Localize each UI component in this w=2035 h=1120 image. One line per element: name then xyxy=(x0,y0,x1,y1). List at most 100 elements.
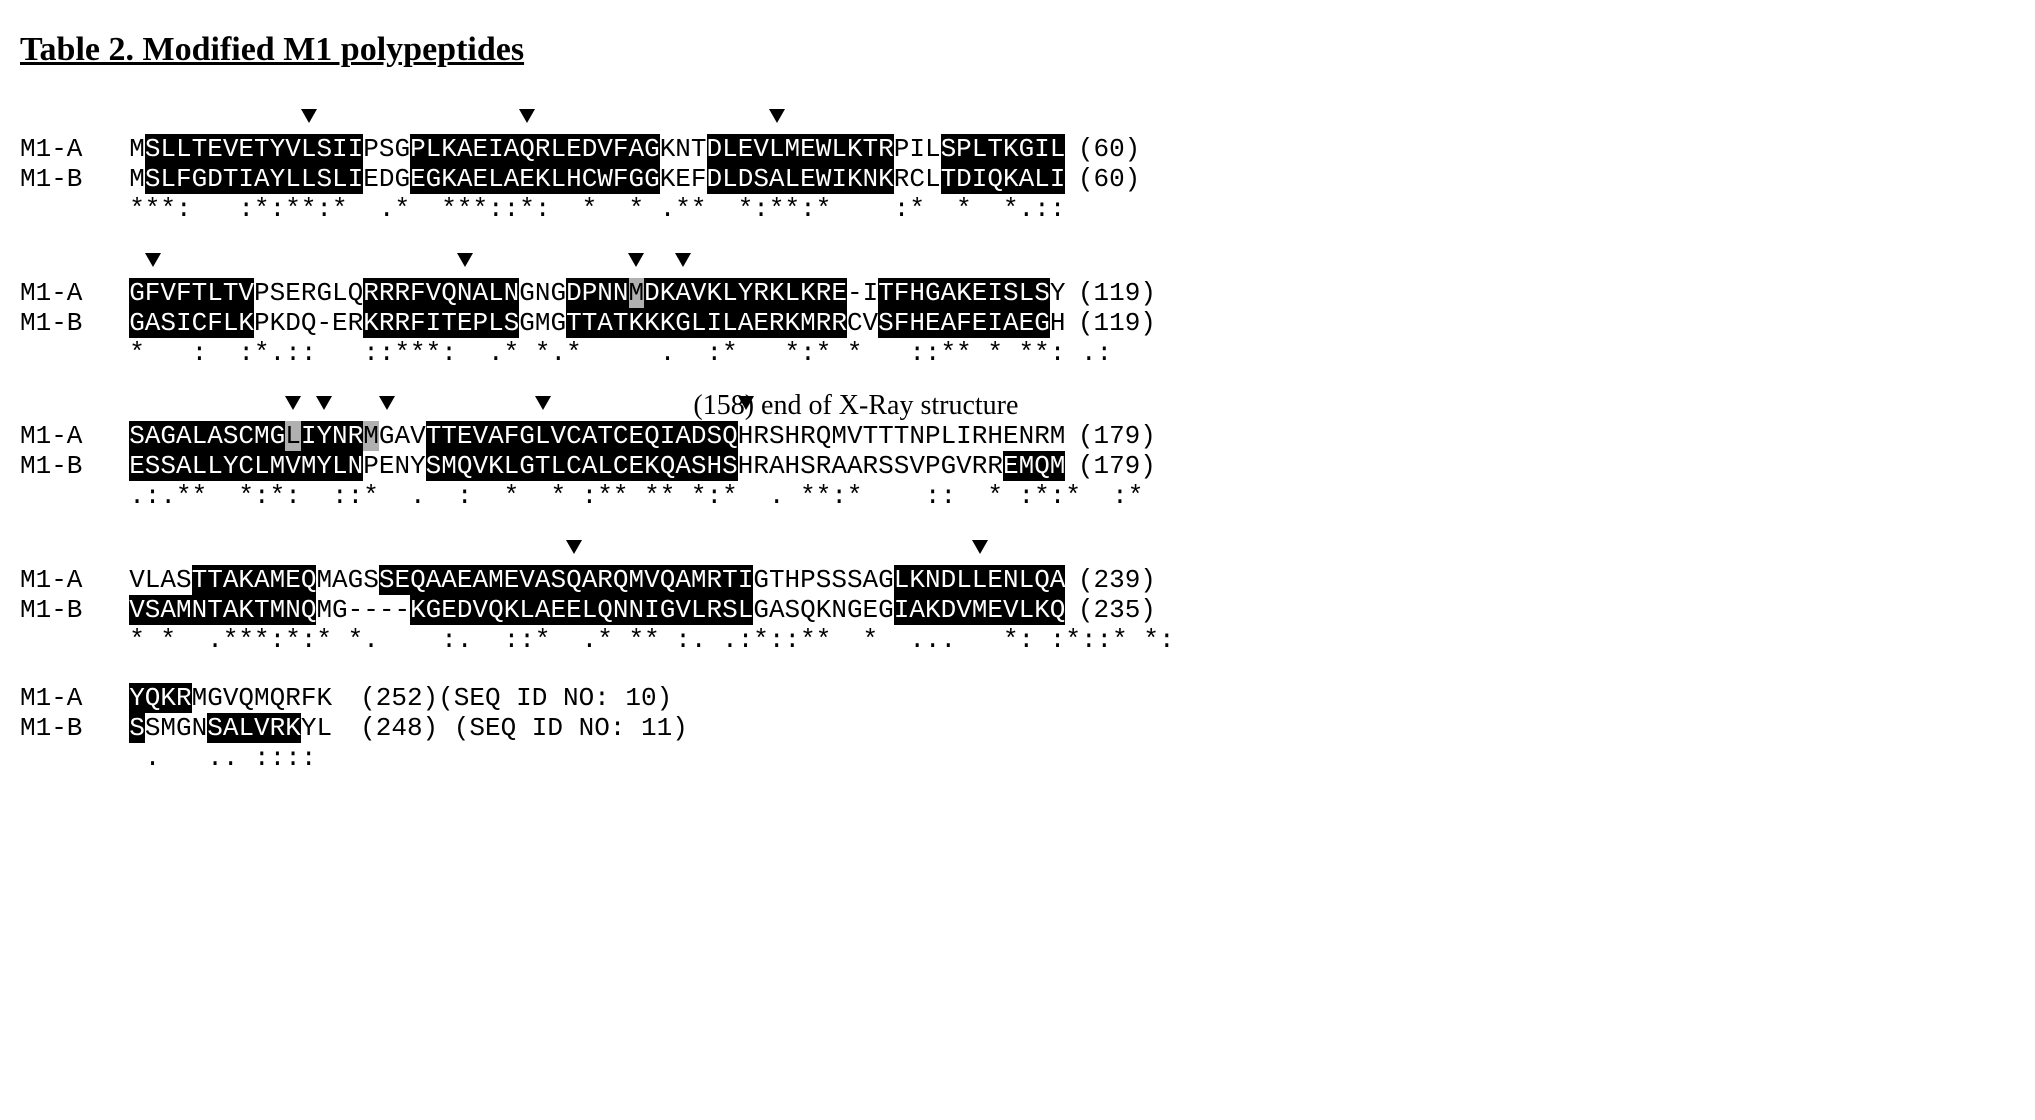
marker-triangle-icon xyxy=(145,253,161,267)
marker-triangle-icon xyxy=(316,396,332,410)
marker-annotation: (158) end of X-Ray structure xyxy=(693,390,1018,422)
sequence-end-position: (60) xyxy=(1078,135,1140,165)
consensus-text: . .. :::: xyxy=(129,744,316,774)
sequence-segment: SEQAAEAMEVASQARQMVQAMRTI xyxy=(379,565,753,595)
marker-row xyxy=(20,540,2015,566)
marker-triangle-icon xyxy=(535,396,551,410)
sequence-segment: DLDSALEWIKNK xyxy=(707,164,894,194)
sequence-end-position: (239) xyxy=(1078,566,1156,596)
sequence-segment: SLFGDTIAYLLSLI xyxy=(145,164,363,194)
sequence-segment: YL xyxy=(301,713,332,743)
sequence-segment: LKNDLLENLQA xyxy=(894,565,1066,595)
sequence-segment: SFHEAFEIAEG xyxy=(878,308,1050,338)
sequence-segment: IYNR xyxy=(301,421,363,451)
sequence-end-position: (248) (SEQ ID NO: 11) xyxy=(345,714,688,744)
sequence-segment: GTHPSSSAG xyxy=(753,565,893,595)
sequence-segment: Y xyxy=(1050,278,1066,308)
consensus-text: ***: :*:**:* .* ***::*: * * .** *:**:* :… xyxy=(129,195,1065,225)
consensus-row: ***: :*:**:* .* ***::*: * * .** *:**:* :… xyxy=(20,195,2015,225)
marker-row xyxy=(20,109,2015,135)
marker-triangle-icon xyxy=(519,109,535,123)
sequence-label: M1-A xyxy=(20,566,129,596)
consensus-text: * : :*.:: ::***: .* *.* . :* *:* * ::** … xyxy=(129,339,1112,369)
sequence-segment: GAV xyxy=(379,421,426,451)
sequence-row: M1-AGFVFTLTVPSERGLQRRRFVQNALNGNGDPNNMDKA… xyxy=(20,279,2015,309)
table-title: Table 2. Modified M1 polypeptides xyxy=(20,30,2015,69)
alignment-block: M1-AVLASTTAKAMEQMAGSSEQAAEAMEVASQARQMVQA… xyxy=(20,540,2015,656)
sequence-row: M1-BMSLFGDTIAYLLSLIEDGEGKAELAEKLHCWFGGKE… xyxy=(20,165,2015,195)
sequence-segment: SMGN xyxy=(145,713,207,743)
sequence-segment: DPNN xyxy=(566,278,628,308)
marker-row xyxy=(20,253,2015,279)
marker-triangle-icon xyxy=(972,540,988,554)
sequence-label: M1-B xyxy=(20,714,129,744)
sequence-segment: PIL xyxy=(894,134,941,164)
sequence-end-position: (179) xyxy=(1078,422,1156,452)
sequence-row: M1-BESSALLYCLMVMYLNPENYSMQVKLGTLCALCEKQA… xyxy=(20,452,2015,482)
sequence-segment: DKAVKLYRKLKRE xyxy=(644,278,847,308)
sequence-segment: H xyxy=(1050,308,1066,338)
sequence-segment: PENY xyxy=(363,451,425,481)
sequence-label: M1-A xyxy=(20,422,129,452)
sequence-segment: ESSALLYCLMVMYLN xyxy=(129,451,363,481)
sequence-segment: -I xyxy=(847,278,878,308)
sequence-text: ESSALLYCLMVMYLNPENYSMQVKLGTLCALCEKQASHSH… xyxy=(129,452,1065,482)
sequence-segment: KRRFITEPLS xyxy=(363,308,519,338)
marker-triangle-icon xyxy=(769,109,785,123)
sequence-segment: MAGS xyxy=(316,565,378,595)
sequence-text: MSLLTEVETYVLSIIPSGPLKAEIAQRLEDVFAGKNTDLE… xyxy=(129,135,1065,165)
alignment-block: M1-AGFVFTLTVPSERGLQRRRFVQNALNGNGDPNNMDKA… xyxy=(20,253,2015,369)
sequence-segment: L xyxy=(285,421,301,451)
sequence-segment: VLAS xyxy=(129,565,191,595)
sequence-segment: S xyxy=(129,713,145,743)
sequence-segment: NTAKTMNQ xyxy=(192,595,317,625)
sequence-segment: IAKDVMEVLKQ xyxy=(894,595,1066,625)
sequence-segment: MGVQMQRFK xyxy=(192,683,332,713)
sequence-text: GFVFTLTVPSERGLQRRRFVQNALNGNGDPNNMDKAVKLY… xyxy=(129,279,1065,309)
consensus-row: * : :*.:: ::***: .* *.* . :* *:* * ::** … xyxy=(20,339,2015,369)
sequence-segment: HRSHRQMVTTTNPLIRHENRM xyxy=(738,421,1066,451)
sequence-segment: CV xyxy=(847,308,878,338)
sequence-segment: M xyxy=(129,164,145,194)
sequence-segment: TFHGAKEISLS xyxy=(878,278,1050,308)
sequence-text: MSLFGDTIAYLLSLIEDGEGKAELAEKLHCWFGGKEFDLD… xyxy=(129,165,1065,195)
sequence-segment: EGKAELAEKLHCWFGG xyxy=(410,164,660,194)
sequence-row: M1-AYQKRMGVQMQRFK (252)(SEQ ID NO: 10) xyxy=(20,684,2015,714)
sequence-segment: SPLTKGIL xyxy=(941,134,1066,164)
sequence-alignment: M1-A MSLLTEVETYVLSIIPSGPLKAEIAQRLEDVFAGKN… xyxy=(20,109,2015,773)
marker-triangle-icon xyxy=(379,396,395,410)
sequence-segment: M xyxy=(629,278,645,308)
marker-triangle-icon xyxy=(285,396,301,410)
sequence-text: SAGALASCMGLIYNRMGAVTTEVAFGLVCATCEQIADSQH… xyxy=(129,422,1065,452)
alignment-block: (158) end of X-Ray structureM1-ASAGALASC… xyxy=(20,396,2015,512)
sequence-segment: TDIQKALI xyxy=(941,164,1066,194)
sequence-segment: RCL xyxy=(894,164,941,194)
sequence-row: M1-BGASICFLKPKDQ-ERKRRFITEPLSGMGTTATKKKG… xyxy=(20,309,2015,339)
sequence-segment: PKDQ-ER xyxy=(254,308,363,338)
sequence-end-position: (119) xyxy=(1078,309,1156,339)
sequence-segment: SALVRK xyxy=(207,713,301,743)
sequence-text: YQKRMGVQMQRFK xyxy=(129,684,332,714)
sequence-segment: YQKR xyxy=(129,683,191,713)
sequence-segment: PSG xyxy=(363,134,410,164)
sequence-segment: EMQM xyxy=(1003,451,1065,481)
marker-triangle-icon xyxy=(457,253,473,267)
marker-triangle-icon xyxy=(301,109,317,123)
sequence-segment: MG---- xyxy=(316,595,410,625)
sequence-label: M1-B xyxy=(20,596,129,626)
sequence-label: M1-B xyxy=(20,165,129,195)
sequence-segment: SMQVKLGTLCALCEKQASHS xyxy=(426,451,738,481)
sequence-end-position: (252)(SEQ ID NO: 10) xyxy=(345,684,673,714)
sequence-text: VLASTTAKAMEQMAGSSEQAAEAMEVASQARQMVQAMRTI… xyxy=(129,566,1065,596)
sequence-text: GASICFLKPKDQ-ERKRRFITEPLSGMGTTATKKKGLILA… xyxy=(129,309,1065,339)
sequence-segment: GNG xyxy=(519,278,566,308)
sequence-text: SSMGNSALVRKYL xyxy=(129,714,332,744)
sequence-segment: KEF xyxy=(660,164,707,194)
sequence-segment: VSAM xyxy=(129,595,191,625)
marker-row: (158) end of X-Ray structure xyxy=(20,396,2015,422)
sequence-segment: HRAHSRAARSSVPGVRR xyxy=(738,451,1003,481)
sequence-segment: GASQKNGEG xyxy=(753,595,893,625)
sequence-segment: KGEDVQKLAEELQNNIGVLRSL xyxy=(410,595,753,625)
marker-triangle-icon xyxy=(628,253,644,267)
sequence-text: VSAMNTAKTMNQMG----KGEDVQKLAEELQNNIGVLRSL… xyxy=(129,596,1065,626)
